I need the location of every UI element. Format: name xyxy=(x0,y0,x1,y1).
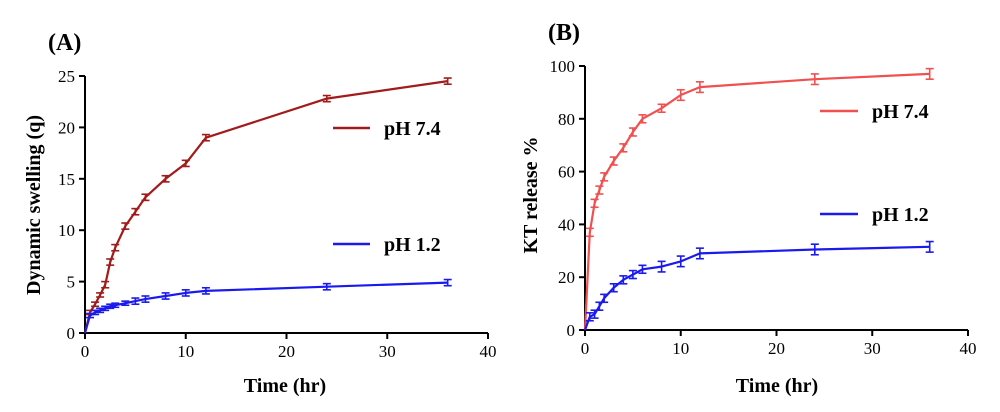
panel-a-chart: (A) Time (hr) Dynamic swelling (q) 0 10 20… xyxy=(23,30,497,397)
panel-a-x-tick-label: 40 xyxy=(480,342,497,361)
panel-b-y-axis-title: KT release % xyxy=(520,136,542,253)
panel-a-y-tick-label: 15 xyxy=(58,170,75,189)
panel-b-y-tick-label: 60 xyxy=(558,163,575,182)
panel-a-y-tick-label: 25 xyxy=(58,67,75,86)
panel-a-y-tick-label: 0 xyxy=(67,324,76,343)
panel-a-x-tick-label: 30 xyxy=(379,342,396,361)
panel-b-y-tick-label: 0 xyxy=(567,321,576,340)
panel-a-x-tick-label: 10 xyxy=(177,342,194,361)
panel-a-label: (A) xyxy=(48,30,81,56)
panel-a-y-tick-label: 5 xyxy=(67,273,76,292)
panel-b-label: (B) xyxy=(548,20,580,46)
panel-b-y-tick-label: 100 xyxy=(550,57,576,76)
panel-b-y-tick-label: 80 xyxy=(558,110,575,129)
panel-b-y-tick-label: 20 xyxy=(558,268,575,287)
panel-a-x-tick-label: 0 xyxy=(81,342,90,361)
panel-b-x-axis-title: Time (hr) xyxy=(736,375,818,397)
panel-b-x-tick-label: 30 xyxy=(864,339,881,358)
panel-a-series-ph-1-2-line xyxy=(83,281,448,334)
panel-b-x-tick-label: 10 xyxy=(672,339,689,358)
panel-a-series-ph-1-2-legend-label: pH 1.2 xyxy=(384,234,441,256)
panel-b-x-tick-label: 0 xyxy=(581,339,590,358)
panel-a-x-axis-title: Time (hr) xyxy=(244,375,326,397)
panel-a-y-tick-label: 20 xyxy=(58,118,75,137)
panel-a-y-tick-label: 10 xyxy=(58,221,75,240)
panel-b-y-tick-label: 40 xyxy=(558,215,575,234)
panel-a-y-axis-title: Dynamic swelling (q) xyxy=(23,115,45,295)
panel-b-x-tick-label: 20 xyxy=(768,339,785,358)
panel-a-x-tick-label: 20 xyxy=(278,342,295,361)
panel-b-series-ph-1-2-legend-label: pH 1.2 xyxy=(872,204,929,226)
panel-b-series-ph-7-4-line xyxy=(583,72,930,331)
panel-b-series-ph-7-4-legend-label: pH 7.4 xyxy=(872,101,929,123)
panel-b-x-tick-label: 40 xyxy=(960,339,977,358)
panel-b-series-ph-1-2-line xyxy=(583,245,930,331)
panel-a-series-ph-7-4-legend-label: pH 7.4 xyxy=(384,118,441,140)
panel-b-chart: (B) Time (hr) KT release % 0 10 20 30 40 0 20 4… xyxy=(520,20,977,397)
